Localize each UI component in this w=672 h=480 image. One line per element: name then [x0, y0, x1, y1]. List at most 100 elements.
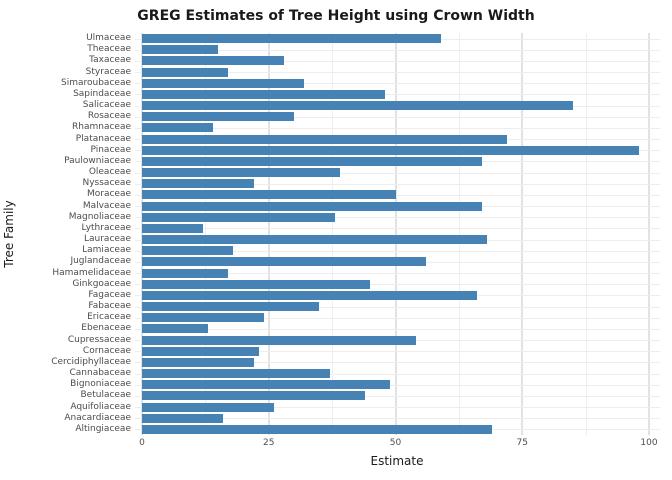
gridline-horizontal-category: [135, 49, 660, 51]
y-tick-label: Oleaceae: [88, 167, 131, 178]
bar-cercidiphyllaceae: [142, 357, 254, 367]
bar-rosaceae: [142, 112, 295, 122]
bar-pinaceae: [142, 145, 639, 155]
bar-sapindaceae: [142, 89, 386, 99]
gridline-horizontal-category: [135, 183, 660, 185]
bar-nyssaceae: [142, 179, 254, 189]
plot-panel: [135, 33, 660, 435]
bar-cupressaceae: [142, 335, 416, 345]
bar-ebenaceae: [142, 324, 208, 334]
y-tick-label: Magnoliaceae: [68, 211, 131, 222]
gridline-horizontal-category: [135, 250, 660, 252]
y-tick-label: Cornaceae: [82, 345, 131, 356]
gridline-horizontal-category: [135, 94, 660, 96]
gridline-vertical-major: [648, 33, 650, 435]
y-tick-label: Lamiaceae: [82, 245, 131, 256]
y-tick-label: Sapindaceae: [73, 88, 131, 99]
gridline-horizontal-category: [135, 407, 660, 409]
chart-title: GREG Estimates of Tree Height using Crow…: [137, 8, 535, 24]
gridline-vertical-major: [394, 33, 397, 435]
x-tick-label: 25: [263, 438, 275, 448]
y-axis-tick-labels: Ulmaceae Theaceae Taxaceae Styraceae Simarou…: [0, 33, 131, 435]
y-tick-label: Theaceae: [87, 44, 131, 55]
bar-cannabaceae: [142, 369, 330, 379]
y-tick-label: Ebenaceae: [81, 323, 131, 334]
x-tick-label: 0: [139, 438, 145, 448]
gridline-horizontal-category: [135, 72, 660, 74]
x-tick-label: 100: [640, 438, 658, 448]
x-axis-title: Estimate: [370, 454, 424, 468]
gridline-horizontal-category: [135, 328, 660, 330]
y-tick-label: Malvaceae: [82, 200, 131, 211]
bar-paulowniaceae: [142, 156, 482, 166]
y-tick-label: Fabaceae: [88, 301, 131, 312]
bar-betulaceae: [142, 391, 366, 401]
gridline-vertical-minor: [458, 33, 460, 435]
bar-fabaceae: [142, 302, 320, 312]
gridline-horizontal-category: [135, 83, 660, 85]
gridline-horizontal-category: [135, 116, 660, 118]
y-tick-label: Moraceae: [86, 189, 131, 200]
y-tick-label: Aquifoliaceae: [70, 401, 131, 412]
bar-theaceae: [142, 45, 219, 55]
y-tick-label: Cannabaceae: [69, 368, 132, 379]
gridline-horizontal-category: [135, 306, 660, 308]
bar-ginkgoaceae: [142, 279, 371, 289]
bar-ulmaceae: [142, 34, 442, 44]
y-tick-label: Rosaceae: [87, 111, 131, 122]
y-tick-label: Cupressaceae: [67, 334, 131, 345]
bar-juglandaceae: [142, 257, 426, 267]
bar-ericaceae: [142, 313, 264, 323]
x-tick-label: 75: [516, 438, 528, 448]
gridline-vertical-minor: [332, 33, 334, 435]
bar-rhamnaceae: [142, 123, 213, 133]
y-tick-label: Lythraceae: [81, 222, 132, 233]
bar-bignoniaceae: [142, 380, 391, 390]
gridline-horizontal-category: [135, 373, 660, 375]
y-tick-label: Taxaceae: [89, 55, 131, 66]
y-tick-label: Fagaceae: [88, 289, 131, 300]
gridline-horizontal-category: [135, 418, 660, 420]
y-tick-label: Paulowniaceae: [64, 155, 131, 166]
y-tick-label: Bignoniaceae: [70, 379, 131, 390]
bar-fagaceae: [142, 290, 477, 300]
y-tick-label: Salicaceae: [82, 100, 131, 111]
y-tick-label: Altingiaceae: [75, 423, 131, 434]
y-tick-label: Pinaceae: [90, 144, 132, 155]
gridline-horizontal-category: [135, 284, 660, 286]
bar-moraceae: [142, 190, 396, 200]
gridline-horizontal-category: [135, 127, 660, 129]
gridline-vertical-minor: [585, 33, 587, 435]
y-tick-label: Ginkgoaceae: [72, 278, 131, 289]
x-axis-tick-labels: 0 25 50 75 100: [0, 438, 672, 452]
bar-salicaceae: [142, 101, 573, 111]
gridline-vertical-major: [521, 33, 524, 435]
gridline-horizontal-category: [135, 217, 660, 219]
gridline-horizontal-category: [135, 228, 660, 230]
gridline-horizontal-category: [135, 172, 660, 174]
gridline-horizontal-category: [135, 395, 660, 397]
y-tick-label: Ulmaceae: [86, 33, 131, 44]
y-tick-label: Platanaceae: [75, 133, 131, 144]
y-tick-label: Rhamnaceae: [72, 122, 131, 133]
y-tick-label: Juglandaceae: [70, 256, 131, 267]
y-tick-label: Ericaceae: [87, 312, 131, 323]
bar-lauraceae: [142, 235, 487, 245]
y-tick-label: Simaroubaceae: [61, 77, 131, 88]
bar-styraceae: [142, 67, 229, 77]
y-tick-label: Nyssaceae: [82, 178, 132, 189]
gridline-horizontal-category: [135, 384, 660, 386]
gridline-horizontal-category: [135, 60, 660, 62]
gridline-horizontal-category: [135, 351, 660, 353]
bar-taxaceae: [142, 56, 284, 66]
y-tick-label: Betulaceae: [80, 390, 132, 401]
y-tick-label: Styraceae: [85, 66, 131, 77]
gridline-horizontal-category: [135, 194, 660, 196]
x-tick-label: 50: [389, 438, 402, 448]
bar-cornaceae: [142, 346, 259, 356]
bar-hamamelidaceae: [142, 268, 229, 278]
gridline-horizontal-category: [135, 273, 660, 275]
bar-magnoliaceae: [142, 212, 335, 222]
bar-malvaceae: [142, 201, 482, 211]
